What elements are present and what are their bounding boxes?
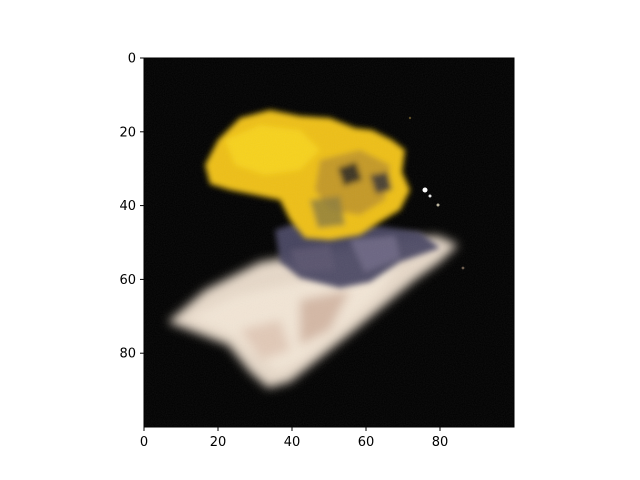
- y-tick-label: 40: [119, 199, 136, 214]
- x-tick-label: 20: [210, 435, 227, 450]
- image-grain: [144, 58, 514, 427]
- y-axis-ticks: 0 20 40 60 80: [119, 52, 144, 362]
- x-tick-label: 60: [358, 435, 375, 450]
- x-tick-label: 40: [284, 435, 301, 450]
- x-tick-label: 80: [432, 435, 449, 450]
- image-area: [144, 58, 514, 427]
- y-tick-label: 0: [128, 52, 136, 67]
- x-axis-ticks: 0 20 40 60 80: [140, 427, 448, 450]
- y-tick-label: 20: [119, 125, 136, 140]
- axes-frame: [143, 57, 515, 428]
- y-tick-label: 60: [119, 273, 136, 288]
- x-tick-label: 0: [140, 435, 148, 450]
- y-tick-label: 80: [119, 347, 136, 362]
